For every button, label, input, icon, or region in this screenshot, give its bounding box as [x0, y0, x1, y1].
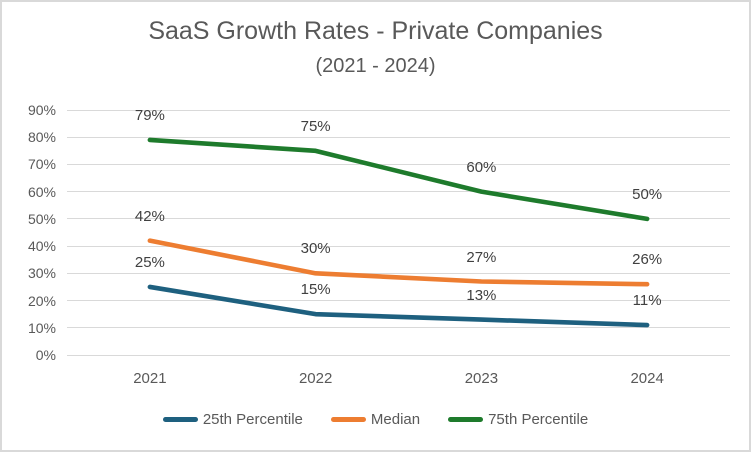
gridline: [67, 354, 730, 356]
gridline: [67, 163, 730, 165]
legend-label: 75th Percentile: [488, 411, 589, 428]
data-label: 25%: [134, 253, 165, 271]
data-label: 79%: [134, 106, 165, 124]
data-label: 11%: [632, 292, 662, 310]
x-axis-tick-label: 2024: [630, 370, 664, 387]
legend-label: 25th Percentile: [202, 411, 303, 428]
gridline: [67, 218, 730, 220]
gridline: [67, 272, 730, 274]
series-line-median: [147, 238, 650, 287]
data-label: 60%: [466, 158, 497, 176]
legend-item-median: Median: [330, 411, 421, 428]
data-label: 75%: [300, 117, 331, 135]
y-axis-tick-label: 50%: [27, 210, 56, 227]
x-axis-tick-label: 2023: [464, 370, 499, 387]
y-axis-tick-label: 70%: [27, 156, 56, 173]
legend-label: Median: [370, 411, 421, 428]
chart-title: SaaS Growth Rates - Private Companies: [148, 17, 603, 45]
legend: 25th Percentile Median 75th Percentile: [2, 411, 749, 428]
legend-item-75th-percentile: 75th Percentile: [448, 411, 588, 428]
gridline: [67, 327, 730, 329]
data-label: 42%: [134, 207, 165, 225]
x-axis-tick-label: 2021: [133, 370, 167, 387]
y-axis-tick-label: 40%: [27, 238, 56, 255]
y-axis-tick-label: 0%: [35, 347, 56, 363]
y-axis-tick-label: 20%: [27, 292, 56, 309]
data-label: 15%: [300, 281, 331, 299]
y-axis-tick-label: 10%: [27, 319, 56, 336]
data-label: 27%: [466, 248, 497, 266]
gridline: [67, 191, 730, 193]
gridline: [67, 136, 730, 138]
legend-line-swatch: [448, 417, 484, 422]
y-axis-tick-label: 30%: [27, 265, 56, 282]
data-label: 13%: [466, 286, 497, 304]
gridline: [67, 300, 730, 302]
legend-item-25th-percentile: 25th Percentile: [162, 411, 303, 428]
legend-line-swatch: [162, 417, 198, 422]
series-line-25th-percentile: [147, 284, 650, 328]
data-label: 50%: [632, 185, 663, 203]
chart-subtitle: (2021 - 2024): [315, 55, 436, 77]
legend-line-swatch: [330, 417, 366, 422]
y-axis-tick-label: 80%: [27, 129, 56, 146]
y-axis-tick-label: 90%: [27, 102, 56, 118]
gridline: [67, 109, 730, 111]
series-line-75th-percentile: [147, 137, 650, 222]
data-label: 26%: [632, 251, 663, 269]
data-label: 30%: [300, 240, 331, 258]
gridline: [67, 245, 730, 247]
y-axis-tick-label: 60%: [27, 183, 56, 200]
x-axis-tick-label: 2022: [298, 370, 333, 387]
